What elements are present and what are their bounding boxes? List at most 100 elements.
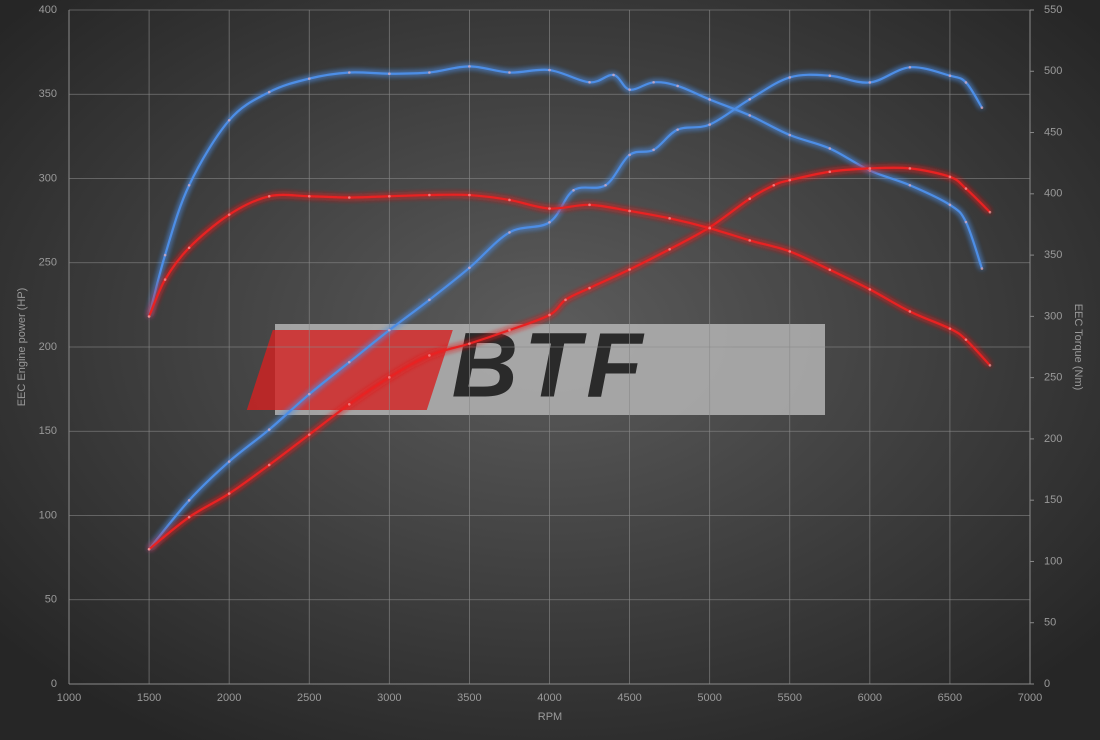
y2-tick-label: 300 bbox=[1044, 310, 1062, 322]
vertex-dot bbox=[347, 402, 351, 406]
vertex-dot bbox=[788, 76, 792, 79]
vertex-dot bbox=[508, 328, 511, 332]
vertex-dot bbox=[508, 198, 511, 202]
y2-tick-label: 500 bbox=[1044, 65, 1062, 77]
y2-tick-label: 350 bbox=[1044, 249, 1062, 261]
watermark-accent bbox=[246, 330, 453, 410]
vertex-dot bbox=[187, 183, 191, 187]
vertex-dot bbox=[267, 428, 271, 431]
vertex-dot bbox=[163, 253, 167, 257]
vertex-dot bbox=[227, 460, 231, 463]
vertex-dot bbox=[628, 209, 631, 213]
x-tick-label: 1500 bbox=[137, 692, 161, 704]
vertex-dot bbox=[964, 220, 968, 224]
vertex-dot bbox=[988, 210, 992, 214]
series-line bbox=[148, 193, 991, 367]
vertex-dot bbox=[588, 203, 591, 207]
vertex-dot bbox=[676, 128, 679, 131]
vertex-dot bbox=[748, 197, 752, 201]
y2-tick-label: 200 bbox=[1044, 433, 1062, 445]
y2-tick-label: 100 bbox=[1044, 555, 1062, 567]
vertex-dot bbox=[772, 183, 776, 187]
y2-tick-label: 400 bbox=[1044, 188, 1062, 200]
y-axis-label: EEC Engine power (HP) bbox=[16, 288, 28, 407]
y-tick-label: 50 bbox=[45, 594, 57, 606]
vertex-dot bbox=[788, 250, 792, 253]
vertex-dot bbox=[908, 310, 912, 313]
vertex-dot bbox=[788, 178, 792, 182]
vertex-dot bbox=[187, 246, 191, 250]
vertex-dot bbox=[668, 247, 671, 251]
x-tick-label: 4500 bbox=[617, 692, 641, 704]
vertex-dot bbox=[748, 114, 752, 117]
vertex-dot bbox=[788, 133, 792, 137]
x-tick-label: 2500 bbox=[297, 692, 321, 704]
x-tick-label: 6500 bbox=[938, 692, 962, 704]
x-tick-label: 4000 bbox=[537, 692, 561, 704]
vertex-dot bbox=[428, 298, 431, 302]
y-tick-label: 200 bbox=[39, 341, 57, 353]
vertex-dot bbox=[628, 88, 631, 91]
vertex-dot bbox=[748, 239, 752, 242]
vertex-dot bbox=[388, 194, 391, 198]
vertex-dot bbox=[388, 72, 391, 76]
vertex-dot bbox=[468, 342, 471, 345]
vertex-dot bbox=[908, 65, 912, 69]
vertex-dot bbox=[227, 118, 231, 122]
vertex-dot bbox=[708, 226, 711, 230]
vertex-dot bbox=[652, 81, 655, 84]
vertex-dot bbox=[652, 148, 655, 152]
vertex-dot bbox=[948, 203, 952, 207]
vertex-dot bbox=[508, 231, 511, 234]
vertex-dot bbox=[708, 98, 711, 101]
vertex-dot bbox=[388, 376, 391, 379]
vertex-dot bbox=[468, 193, 471, 197]
vertex-dot bbox=[964, 187, 968, 190]
vertex-dot bbox=[948, 175, 952, 179]
x-tick-label: 5500 bbox=[778, 692, 802, 704]
vertex-dot bbox=[347, 360, 351, 364]
y-tick-label: 400 bbox=[39, 4, 57, 16]
y-tick-label: 300 bbox=[39, 172, 57, 184]
x-tick-label: 2000 bbox=[217, 692, 241, 704]
vertex-dot bbox=[227, 492, 231, 495]
vertex-dot bbox=[187, 515, 191, 519]
watermark-text: BTF bbox=[452, 314, 649, 416]
vertex-dot bbox=[428, 354, 431, 357]
x-tick-label: 3500 bbox=[457, 692, 481, 704]
vertex-dot bbox=[588, 286, 591, 290]
y2-tick-label: 50 bbox=[1044, 617, 1056, 629]
y2-tick-label: 450 bbox=[1044, 126, 1062, 138]
y2-axis-label: EEC Torque (Nm) bbox=[1072, 304, 1084, 391]
vertex-dot bbox=[307, 194, 311, 198]
vertex-dot bbox=[468, 65, 471, 68]
vertex-dot bbox=[676, 84, 679, 88]
vertex-dot bbox=[708, 123, 711, 126]
vertex-dot bbox=[828, 170, 832, 174]
y-tick-label: 350 bbox=[39, 88, 57, 100]
y-tick-label: 250 bbox=[39, 257, 57, 269]
x-tick-label: 6000 bbox=[858, 692, 882, 704]
vertex-dot bbox=[748, 98, 752, 101]
vertex-dot bbox=[307, 77, 311, 80]
vertex-dot bbox=[388, 328, 391, 332]
x-tick-label: 3000 bbox=[377, 692, 401, 704]
vertex-dot bbox=[548, 221, 551, 224]
vertex-dot bbox=[828, 74, 832, 78]
vertex-dot bbox=[980, 267, 984, 270]
vertex-dot bbox=[948, 74, 952, 78]
vertex-dot bbox=[267, 90, 271, 94]
vertex-dot bbox=[988, 364, 992, 367]
vertex-dot bbox=[428, 71, 431, 74]
vertex-dot bbox=[828, 268, 832, 272]
vertex-dot bbox=[980, 106, 984, 110]
vertex-dot bbox=[187, 499, 191, 502]
y2-tick-label: 250 bbox=[1044, 372, 1062, 384]
vertex-dot bbox=[147, 315, 151, 318]
watermark: BTF bbox=[246, 314, 825, 416]
vertex-dot bbox=[868, 81, 872, 84]
vertex-dot bbox=[948, 327, 952, 330]
vertex-dot bbox=[307, 392, 311, 396]
vertex-dot bbox=[628, 153, 631, 157]
x-tick-label: 1000 bbox=[57, 692, 81, 704]
